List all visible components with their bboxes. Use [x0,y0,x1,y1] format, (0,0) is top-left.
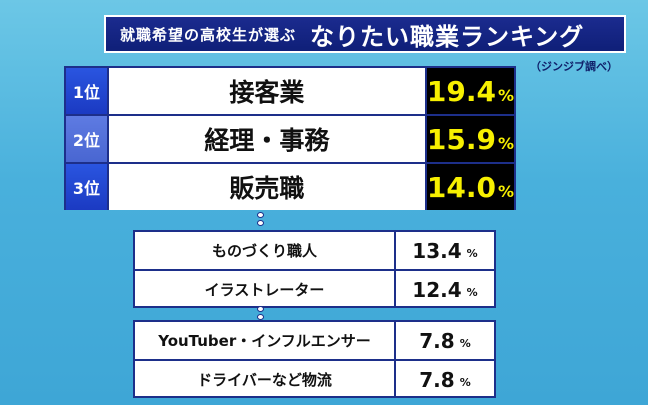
ranking-row-3: 3位 販売職 14.0 % [66,164,514,210]
percent-cell: 14.0 % [426,164,514,210]
job-name: YouTuber・インフルエンサー [135,322,396,359]
job-name: ドライバーなど物流 [135,361,396,398]
banner-subtitle: 就職希望の高校生が選ぶ [120,25,297,44]
percent-value: 12.4 [412,277,462,302]
percent-value: 15.9 [426,122,496,156]
job-name: イラストレーター [135,271,396,308]
job-name: 接客業 [108,68,427,114]
ranking-row-1: 1位 接客業 19.4 % [66,68,514,114]
percent-unit: % [466,286,478,299]
vertical-ellipsis-icon [255,306,265,320]
percent-cell: 7.8 % [396,361,494,398]
rank-label: 1位 [66,68,109,114]
source-note: （ジンジブ調べ） [530,60,618,73]
percent-value: 7.8 [419,367,455,392]
percent-cell: 19.4 % [426,68,514,114]
list-item: ドライバーなど物流 7.8 % [135,361,494,398]
percent-unit: % [459,337,471,350]
row-divider [66,162,514,164]
percent-unit: % [497,133,514,153]
banner-title: なりたい職業ランキング [310,22,585,51]
percent-cell: 12.4 % [396,271,494,308]
percent-value: 7.8 [419,328,455,353]
percent-value: 13.4 [412,238,462,263]
job-name: 販売職 [108,164,427,210]
rank-label: 3位 [66,164,109,210]
job-name: ものづくり職人 [135,232,396,269]
percent-cell: 7.8 % [396,322,494,359]
percent-cell: 13.4 % [396,232,494,269]
row-divider [135,359,494,361]
percent-value: 14.0 [426,170,496,204]
list-item: ものづくり職人 13.4 % [135,232,494,269]
percent-unit: % [459,376,471,389]
percent-unit: % [497,181,514,201]
ranking-group-a: ものづくり職人 13.4 % イラストレーター 12.4 % [133,230,496,308]
list-item: イラストレーター 12.4 % [135,271,494,308]
list-item: YouTuber・インフルエンサー 7.8 % [135,322,494,359]
percent-value: 19.4 [426,74,496,108]
ranking-row-2: 2位 経理・事務 15.9 % [66,116,514,162]
percent-unit: % [497,85,514,105]
top-ranking-table: 1位 接客業 19.4 % 2位 経理・事務 15.9 % 3位 販売職 14.… [64,66,516,210]
vertical-ellipsis-icon [255,212,265,226]
title-banner: 就職希望の高校生が選ぶ なりたい職業ランキング [104,15,626,53]
ranking-group-b: YouTuber・インフルエンサー 7.8 % ドライバーなど物流 7.8 % [133,320,496,398]
job-name: 経理・事務 [108,116,427,162]
row-divider [66,114,514,116]
rank-label: 2位 [66,116,109,162]
percent-cell: 15.9 % [426,116,514,162]
percent-unit: % [466,247,478,260]
row-divider [135,269,494,271]
